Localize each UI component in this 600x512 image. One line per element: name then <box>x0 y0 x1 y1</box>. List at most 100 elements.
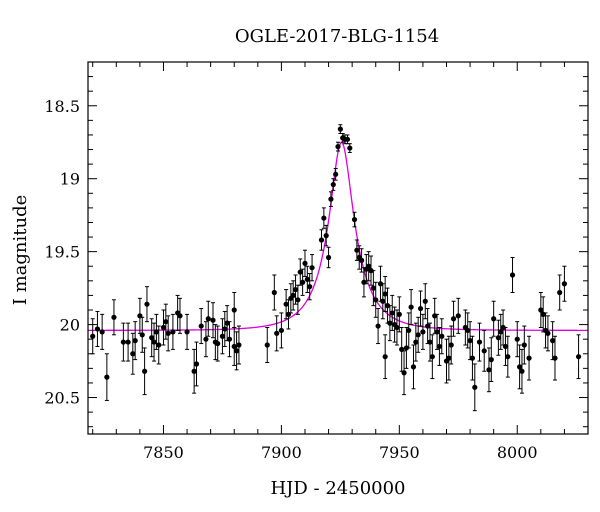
y-tick-label: 19.5 <box>44 243 80 262</box>
data-point <box>403 345 409 351</box>
data-point <box>177 313 183 319</box>
data-point <box>521 342 527 348</box>
data-point <box>104 374 110 380</box>
data-point <box>448 342 454 348</box>
data-point <box>455 313 461 319</box>
data-point <box>153 329 159 335</box>
data-point <box>120 339 126 345</box>
data-point <box>205 316 211 322</box>
data-point <box>335 144 341 150</box>
axis-ticks: 7850 7900 7950 8000 18.5 19 19.5 20 20.5 <box>44 61 589 462</box>
data-point <box>94 326 101 332</box>
data-point <box>408 304 414 310</box>
data-point <box>436 343 443 350</box>
chart-title: OGLE-2017-BLG-1154 <box>235 26 439 47</box>
data-point <box>467 338 473 344</box>
data-point <box>429 354 435 360</box>
data-point <box>505 354 511 360</box>
data-point <box>191 368 197 374</box>
data-point <box>144 301 150 307</box>
data-point <box>469 355 476 361</box>
data-point <box>550 338 556 344</box>
y-tick-label: 20.5 <box>44 389 80 408</box>
data-point <box>163 319 169 325</box>
data-point <box>370 285 376 291</box>
data-point <box>401 370 407 376</box>
data-point <box>325 254 332 261</box>
data-point <box>422 298 428 304</box>
data-point <box>425 323 431 329</box>
data-point <box>575 354 582 360</box>
data-point <box>450 316 457 322</box>
data-point <box>476 339 483 345</box>
data-point <box>203 336 209 342</box>
data-point <box>198 323 204 329</box>
data-point <box>236 342 242 348</box>
data-point <box>226 336 233 342</box>
data-point <box>394 324 400 331</box>
data-point <box>358 257 365 263</box>
data-point <box>380 298 386 304</box>
data-point <box>156 342 162 348</box>
data-point <box>410 364 417 370</box>
data-point <box>389 310 395 316</box>
data-point <box>375 323 381 329</box>
data-point <box>233 348 240 354</box>
data-point <box>323 233 329 239</box>
data-point <box>184 329 190 335</box>
data-point <box>382 291 388 297</box>
data-point <box>514 336 520 342</box>
data-point <box>491 316 497 322</box>
data-point <box>149 335 155 341</box>
data-point <box>396 311 402 317</box>
data-point <box>373 297 379 303</box>
data-point <box>142 368 148 374</box>
data-point <box>297 269 303 275</box>
data-point <box>481 348 487 354</box>
data-point <box>417 305 424 312</box>
data-point <box>486 367 492 373</box>
data-point <box>193 361 200 367</box>
data-point <box>465 327 471 334</box>
model-curve <box>88 141 588 332</box>
data-point <box>538 307 544 313</box>
data-point <box>90 333 96 339</box>
data-point <box>271 289 277 296</box>
data-point <box>264 342 270 348</box>
data-point <box>125 339 131 345</box>
data-point <box>292 286 299 293</box>
data-point <box>488 357 494 363</box>
data-point <box>151 339 157 345</box>
data-point <box>333 171 339 177</box>
data-point <box>434 329 440 335</box>
data-point <box>170 329 176 335</box>
data-point <box>368 268 374 274</box>
data-point <box>502 343 509 350</box>
plot-area <box>88 124 588 412</box>
data-point <box>99 329 105 335</box>
data-point <box>302 260 308 266</box>
data-point <box>290 292 296 299</box>
x-tick-label: 7850 <box>143 443 184 462</box>
data-point <box>111 314 117 320</box>
data-point <box>545 330 551 336</box>
data-point <box>344 136 351 142</box>
data-point <box>354 247 360 253</box>
data-point <box>387 320 393 326</box>
data-point <box>557 289 563 296</box>
data-point <box>420 329 426 335</box>
y-tick-label: 18.5 <box>44 97 80 116</box>
plot-frame <box>87 61 589 435</box>
data-point <box>561 281 568 287</box>
data-point <box>495 335 501 341</box>
data-point <box>215 340 221 347</box>
x-tick-label: 7950 <box>379 443 420 462</box>
data-point <box>295 297 301 303</box>
data-point <box>278 327 284 334</box>
data-point <box>552 355 558 361</box>
data-point <box>377 281 384 287</box>
data-point <box>300 279 306 285</box>
data-point <box>509 272 516 278</box>
data-point <box>130 351 136 357</box>
